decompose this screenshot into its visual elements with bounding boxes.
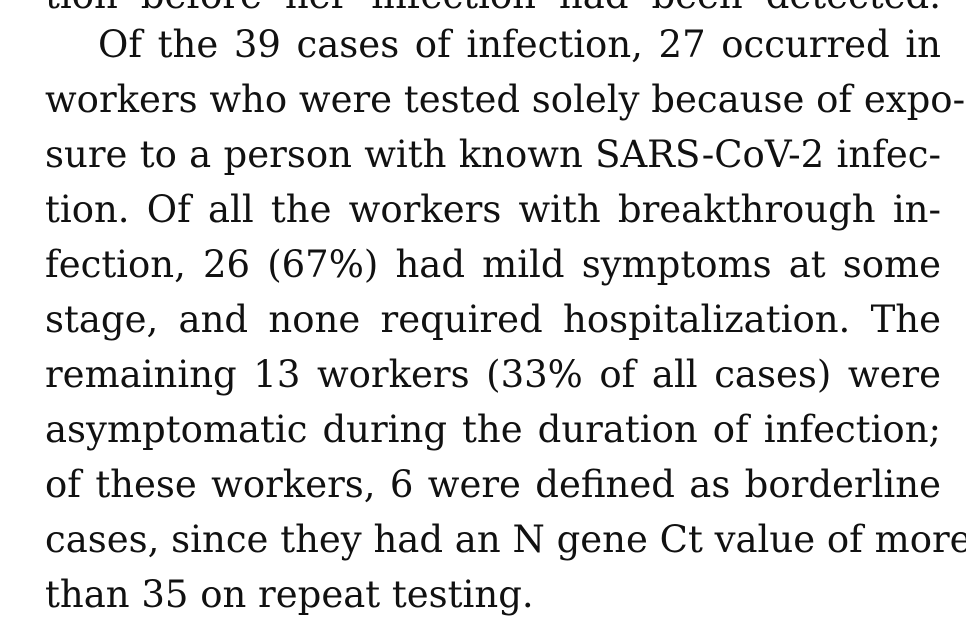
- paragraph-line: workers who were tested solely because o…: [45, 78, 966, 121]
- paragraph-line: than 35 on repeat testing.: [45, 573, 534, 616]
- paragraph-line: of these workers, 6 were defined as bord…: [45, 463, 941, 506]
- paragraph-line: remaining 13 workers (33% of all cases) …: [45, 353, 941, 396]
- paragraph-line: sure to a person with known SARS-CoV-2 i…: [45, 133, 941, 176]
- paragraph-line: tion. Of all the workers with breakthrou…: [45, 188, 941, 231]
- paragraph-line: cases, since they had an N gene Ct value…: [45, 518, 966, 561]
- paragraph-line: Of the 39 cases of infection, 27 occurre…: [98, 23, 941, 66]
- paragraph-line: fection, 26 (67%) had mild symptoms at s…: [45, 243, 941, 286]
- paragraph-line: asymptomatic during the duration of infe…: [45, 408, 941, 451]
- paragraph-line: stage, and none required hospitalization…: [45, 298, 941, 341]
- previous-paragraph-fragment: tion before her infection had been detec…: [45, 0, 941, 19]
